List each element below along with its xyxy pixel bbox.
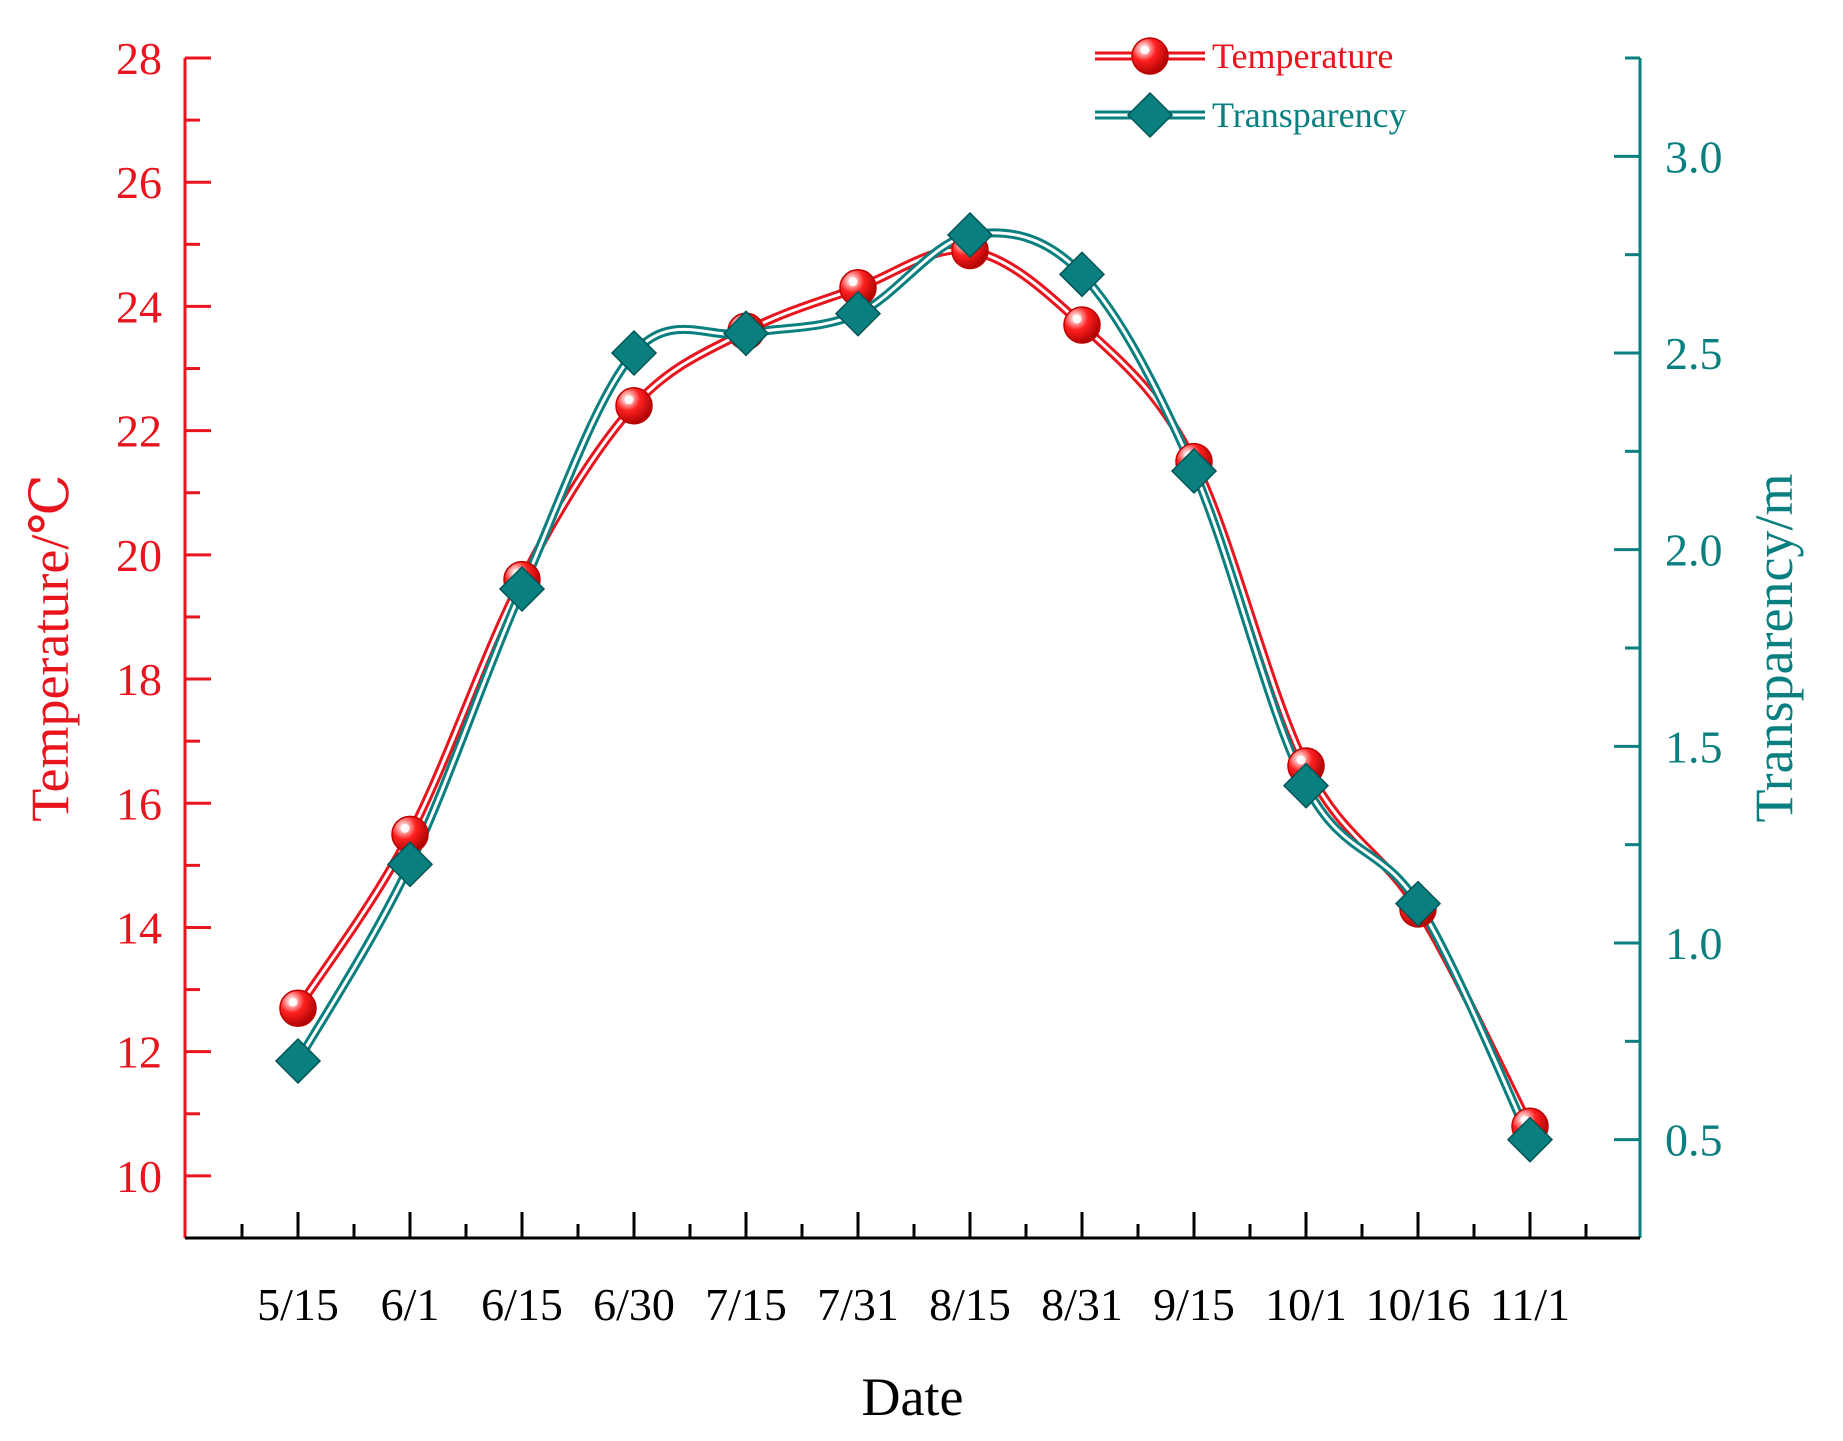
x-axis-tick-label: 7/31 [817,1279,899,1330]
temperature-point-8/31-highlight [1072,314,1082,324]
x-axis-tick-label: 6/1 [381,1279,440,1330]
transparency-point-6/30 [610,329,658,377]
transparency-point-11/1 [1506,1116,1554,1163]
left-axis-tick-label: 18 [116,654,162,705]
x-axis-tick-label: 8/31 [1041,1279,1123,1330]
left-axis-tick-label: 28 [116,33,162,84]
transparency-point-10/16 [1394,880,1442,927]
transparency-point-6/1 [386,841,434,888]
transparency-point-9/15 [1170,447,1218,495]
transparency-point-6/15 [498,565,546,613]
transparency-line-inner [296,231,1532,1141]
left-axis-tick-label: 14 [116,902,162,953]
left-axis-tick-label: 26 [116,157,162,208]
temperature-point-7/31-highlight [848,277,858,287]
left-axis-tick-label: 22 [116,406,162,457]
right-axis-tick-label: 0.5 [1665,1115,1723,1166]
legend-transparency-marker [1126,91,1174,139]
legend-temperature-label: Temperature [1212,36,1393,76]
x-axis-label: Date [862,1367,964,1427]
x-axis-tick-label: 8/15 [929,1279,1011,1330]
right-axis-tick-label: 1.0 [1665,918,1723,969]
x-axis-tick-label: 10/16 [1366,1279,1471,1330]
legend-temperature-marker-ball [1131,37,1169,75]
temperature-point-8/31 [1063,306,1101,344]
x-axis-tick-label: 6/30 [593,1279,675,1330]
legend-transparency-label: Transparency [1212,95,1407,135]
axes: 10 12 14 16 18 20 22 24 26 28 Temperature/℃ 0.5 1.0 1… [20,33,1804,1427]
temperature-point-6/1-highlight [400,823,410,833]
transparency-point-7/15 [722,310,770,357]
series-curves [294,228,1535,1142]
transparency-point-5/15 [274,1037,322,1085]
temperature-point-6/30-ball [615,387,653,425]
temperature-point-5/15-ball [279,989,317,1027]
transparency-line [294,228,1535,1142]
temperature-point-5/15 [279,989,317,1027]
right-axis-label: Transparency/m [1744,474,1804,823]
x-axis-tick-label: 6/15 [481,1279,563,1330]
x-axis-tick-label: 7/15 [705,1279,787,1330]
left-axis-tick-label: 12 [116,1027,162,1078]
legend-temperature-marker-highlight [1140,45,1150,55]
x-axis-tick-label: 9/15 [1153,1279,1235,1330]
right-axis-tick-label: 3.0 [1665,131,1723,182]
series-markers [274,211,1554,1163]
left-axis-tick-label: 20 [116,530,162,581]
transparency-point-7/31 [834,290,882,337]
temperature-point-6/30 [615,387,653,425]
left-axis-tick-label: 24 [116,281,162,332]
x-axis-tick-label: 11/1 [1490,1279,1570,1330]
temperature-point-10/1-highlight [1296,755,1306,765]
x-axis-tick-label: 5/15 [257,1279,339,1330]
transparency-point-8/31 [1058,251,1106,298]
left-axis-tick-label: 10 [116,1151,162,1202]
transparency-point-10/1 [1282,762,1330,809]
left-axis-label: Temperature/℃ [20,474,80,821]
x-axis-tick-label: 10/1 [1265,1279,1347,1330]
temperature-point-8/31-ball [1063,306,1101,344]
right-axis-tick-label: 1.5 [1665,721,1723,772]
temperature-point-5/15-highlight [288,997,298,1007]
right-axis-tick-label: 2.5 [1665,328,1723,379]
legend-temperature-marker [1131,37,1169,75]
legend: Temperature Transparency [1095,36,1407,139]
left-axis-tick-label: 16 [116,778,162,829]
temperature-point-6/30-highlight [624,395,634,405]
transparency-point-8/15 [946,211,994,259]
right-axis-tick-label: 2.0 [1665,525,1723,576]
